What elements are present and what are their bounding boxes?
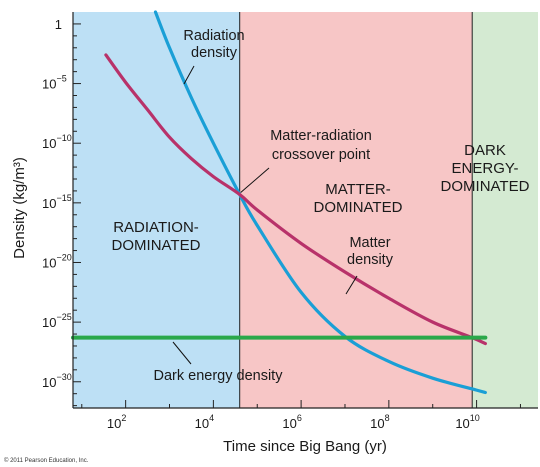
crossover-point-label: Matter-radiation crossover point (270, 128, 372, 163)
x-tick-label: 106 (282, 413, 301, 431)
y-tick-label: 10−10 (42, 133, 72, 151)
matter-density-curve (104, 53, 487, 346)
crossover-leader-line (240, 167, 270, 193)
y-tick-base: 10 (42, 255, 56, 270)
y-tick-label: 10−5 (42, 74, 67, 92)
y-tick-base: 1 (55, 17, 62, 32)
x-tick-exponent: 2 (121, 413, 126, 423)
matter-leader-line (345, 275, 358, 295)
x-tick-exponent: 10 (470, 413, 480, 423)
crossover-point-label-line: Matter-radiation (270, 128, 372, 144)
region-label-0-line: RADIATION- (113, 219, 199, 236)
region-label-1: MATTER-DOMINATED (314, 181, 403, 216)
era-dividers (239, 12, 473, 408)
region-label-2-line: ENERGY- (452, 160, 519, 177)
x-tick-label: 1010 (455, 413, 479, 431)
dark-energy-density-label: Dark energy density (154, 368, 284, 384)
x-tick-base: 10 (195, 416, 209, 431)
radiation-density-label-line: density (191, 45, 238, 61)
copyright-credit: © 2011 Pearson Education, Inc. (4, 457, 89, 464)
x-tick-base: 10 (282, 416, 296, 431)
y-tick-exponent: −25 (56, 312, 71, 322)
y-tick-exponent: −15 (56, 193, 71, 203)
y-tick-label: 1 (55, 17, 62, 32)
x-tick-exponent: 4 (209, 413, 214, 423)
y-tick-exponent: −10 (56, 133, 71, 143)
dark-energy-leader-line (172, 341, 192, 365)
radiation-leader-line (183, 65, 195, 85)
region-label-2: DARK ENERGY-DOMINATED (441, 142, 530, 195)
y-tick-label: 10−20 (42, 252, 72, 270)
matter-density-label-line: density (347, 252, 394, 268)
region-label-1-line: MATTER- (325, 181, 391, 198)
y-tick-exponent: −5 (56, 74, 66, 84)
region-1 (239, 12, 473, 408)
y-tick-base: 10 (42, 136, 56, 151)
era-regions (73, 12, 538, 408)
y-tick-base: 10 (42, 196, 56, 211)
y-tick-label: 10−30 (42, 372, 72, 390)
x-tick-label: 102 (107, 413, 126, 431)
y-tick-exponent: −20 (56, 252, 71, 262)
region-label-1-line: DOMINATED (314, 199, 403, 216)
density-curves (71, 10, 488, 395)
region-2 (472, 12, 538, 408)
y-tick-label: 10−25 (42, 312, 72, 330)
x-tick-base: 10 (370, 416, 384, 431)
y-tick-label: 10−15 (42, 193, 72, 211)
region-label-2-line: DARK (464, 142, 506, 159)
x-tick-base: 10 (107, 416, 121, 431)
y-axis-label: Density (kg/m³) (11, 157, 28, 259)
y-tick-base: 10 (42, 315, 56, 330)
region-label-0: RADIATION-DOMINATED (112, 219, 201, 254)
x-tick-exponent: 8 (385, 413, 390, 423)
crossover-point-label-line: crossover point (272, 147, 370, 163)
y-tick-base: 10 (42, 375, 56, 390)
x-tick-label: 108 (370, 413, 389, 431)
x-tick-label: 104 (195, 413, 214, 431)
y-tick-exponent: −30 (56, 372, 71, 382)
radiation-density-label: Radiation density (183, 28, 244, 61)
matter-density-label-line: Matter (349, 235, 390, 251)
matter-density-label: Matter density (347, 235, 394, 268)
x-tick-exponent: 6 (297, 413, 302, 423)
radiation-density-label-line: Radiation (183, 28, 244, 44)
region-label-2-line: DOMINATED (441, 178, 530, 195)
radiation-density-curve (153, 10, 487, 395)
x-axis-label: Time since Big Bang (yr) (223, 438, 387, 455)
x-tick-base: 10 (455, 416, 469, 431)
region-label-0-line: DOMINATED (112, 237, 201, 254)
region-0 (73, 12, 240, 408)
y-tick-base: 10 (42, 77, 56, 92)
